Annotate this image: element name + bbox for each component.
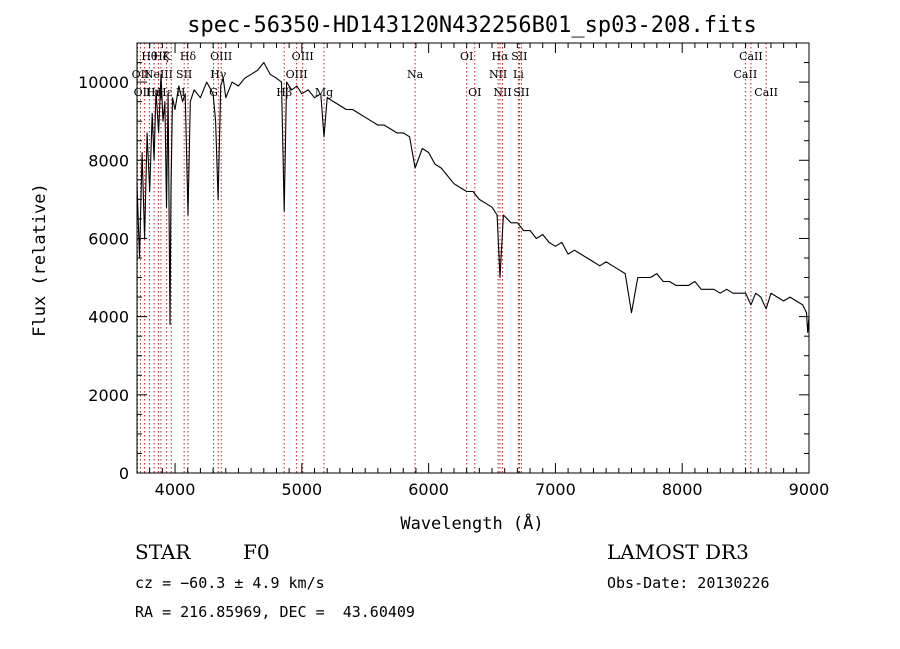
line-label: SII (511, 50, 527, 63)
x-tick-label: 5000 (281, 480, 322, 499)
flux-series-line (136, 61, 810, 333)
x-tick-label: 8000 (662, 480, 703, 499)
line-label: OI (468, 86, 481, 99)
line-label: Hβ (276, 86, 292, 99)
line-label: OIII (134, 86, 156, 99)
line-label: OIII (286, 68, 308, 81)
y-tick-label: 6000 (88, 229, 129, 248)
line-label: Hγ (210, 68, 227, 81)
y-axis-label: Flux (relative) (30, 183, 50, 337)
obs-date: Obs-Date: 20130226 (607, 574, 770, 592)
y-tick-label: 0 (119, 464, 129, 483)
line-label: K (163, 50, 172, 63)
line-label: OIII (210, 50, 232, 63)
y-tick-label: 2000 (88, 386, 129, 405)
line-label: G (209, 86, 218, 99)
plot-area (136, 61, 810, 333)
line-label: OI (460, 50, 473, 63)
line-label: Mg (315, 86, 333, 99)
x-axis-label: Wavelength (Å) (400, 512, 543, 534)
object-subclass: F0 (243, 540, 270, 564)
axes: 4000 5000 6000 7000 8000 9000 0 2000 4000 6000 800… (78, 42, 830, 499)
line-label: NII (493, 86, 511, 99)
plot-frame (136, 42, 810, 474)
line-label: Hδ (180, 50, 197, 63)
x-tick-label: 6000 (408, 480, 449, 499)
line-label: CaII (734, 68, 758, 81)
line-label: SII (176, 68, 192, 81)
line-label: SII (513, 86, 529, 99)
y-tick-label: 10000 (78, 73, 129, 92)
x-tick-label: 4000 (155, 480, 196, 499)
line-label: CaII (739, 50, 763, 63)
chart-title: spec-56350-HD143120N432256B01_sp03-208.f… (187, 13, 757, 38)
line-label: NII (489, 68, 507, 81)
y-tick-label: 4000 (88, 308, 129, 327)
redshift-cz: cz = −60.3 ± 4.9 km/s (135, 574, 325, 592)
survey-name: LAMOST DR3 (607, 540, 749, 564)
x-tick-label: 9000 (789, 480, 830, 499)
line-label: OIII (292, 50, 314, 63)
line-label: Li (513, 68, 524, 81)
y-tick-label: 8000 (88, 151, 129, 170)
line-label: Hα (491, 50, 509, 63)
ra-dec: RA = 216.85969, DEC = 43.60409 (135, 603, 415, 621)
line-label: Na (407, 68, 424, 81)
line-label: Hζ (153, 50, 169, 63)
line-label: CaII (754, 86, 778, 99)
object-class: STAR (135, 540, 191, 564)
line-label: NeIII (144, 68, 173, 81)
x-tick-label: 7000 (535, 480, 576, 499)
